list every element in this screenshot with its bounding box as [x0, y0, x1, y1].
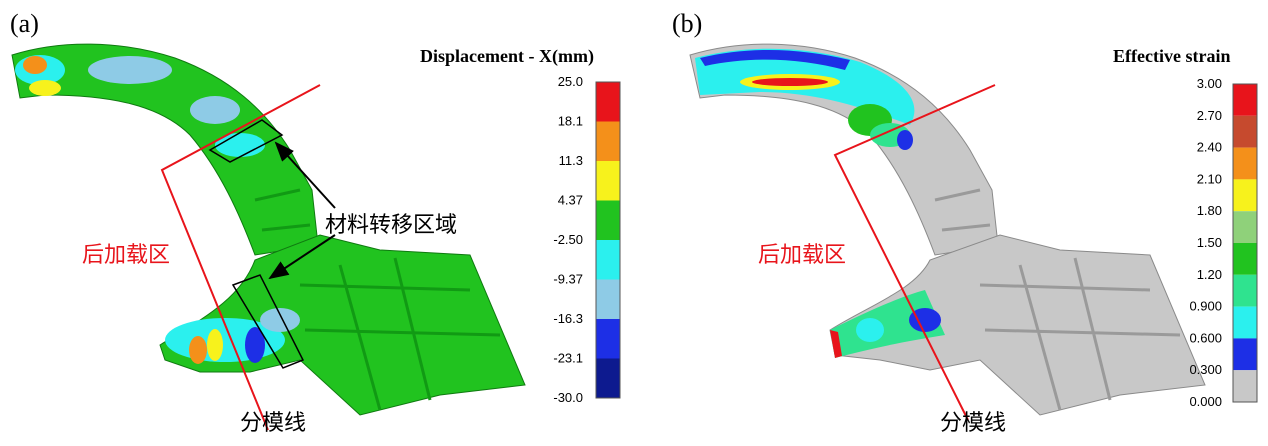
colorbar-tick-label: 4.37	[558, 193, 583, 208]
colorbar-tick-label: 11.3	[559, 153, 583, 168]
colorbar-swatch	[1233, 115, 1257, 148]
colorbar-frame	[1232, 83, 1258, 403]
colorbar-swatch	[1233, 84, 1257, 116]
colorbar-tick-label: -23.1	[553, 351, 583, 366]
panel-a-parting-label: 分模线	[240, 411, 306, 436]
panel-b-parting-line	[833, 84, 996, 421]
colorbar-tick-label: 1.80	[1197, 203, 1222, 218]
panel-a-parting-line	[160, 84, 321, 431]
panel-a: (a)	[10, 9, 621, 436]
colorbar-tick-label: -9.37	[553, 272, 583, 287]
panel-a-colorbar: 25.0 18.1 11.3 4.37 -2.50 -9.37 -16.3 -23.1 -30.…	[553, 74, 621, 405]
panel-a-arrow-lower	[268, 234, 336, 280]
colorbar-swatch	[1233, 338, 1257, 371]
colorbar-tick-label: 25.0	[558, 74, 583, 89]
panel-a-label: (a)	[10, 9, 39, 38]
panel-b-platform	[829, 234, 1206, 416]
contour-patch	[700, 49, 850, 70]
colorbar-tick-label: 2.70	[1197, 108, 1222, 123]
panel-a-transfer-box-upper	[208, 119, 284, 163]
panel-a-ribs	[254, 188, 501, 411]
panel-b-arch	[689, 43, 999, 256]
colorbar-tick-label: 2.40	[1197, 140, 1222, 155]
colorbar-swatch	[596, 200, 620, 240]
colorbar-tick-label: 18.1	[558, 114, 583, 129]
panel-a-colorbar-title: Displacement - X(mm)	[420, 46, 594, 67]
colorbar-tick-label: 0.600	[1189, 330, 1222, 345]
panel-a-arrow-upper	[274, 141, 336, 209]
contour-patch	[830, 330, 842, 358]
colorbar-tick-label: 0.900	[1189, 299, 1222, 314]
colorbar-swatch	[596, 358, 620, 398]
colorbar-swatch	[1233, 243, 1257, 275]
colorbar-swatch	[1233, 211, 1257, 243]
colorbar-tick-label: -2.50	[553, 232, 583, 247]
colorbar-swatch	[596, 279, 620, 319]
colorbar-tick-label: 1.20	[1197, 267, 1222, 282]
panel-b-zone-label: 后加载区	[758, 243, 846, 268]
contour-patch	[897, 130, 913, 150]
colorbar-swatch	[1233, 370, 1257, 402]
panel-a-transfer-label: 材料转移区域	[325, 213, 457, 238]
contour-patch	[245, 327, 265, 363]
panel-a-zone-label: 后加载区	[82, 243, 170, 268]
colorbar-tick-label: 0.000	[1189, 394, 1222, 409]
contour-patch	[260, 308, 300, 332]
colorbar-swatch	[1233, 306, 1257, 339]
colorbar-swatch	[596, 319, 620, 359]
colorbar-tick-label: -30.0	[553, 390, 583, 405]
colorbar-tick-label: 3.00	[1197, 76, 1222, 91]
panel-b: (b) 后加载区 分模线 Effective strain 3.00 2.70 2.…	[672, 9, 1258, 436]
contour-patch	[88, 56, 172, 84]
colorbar-swatch	[596, 121, 620, 161]
panel-a-part	[11, 43, 526, 416]
colorbar-swatch	[596, 240, 620, 280]
contour-patch	[909, 308, 941, 332]
colorbar-tick-label: -16.3	[553, 311, 583, 326]
contour-patch	[23, 56, 47, 74]
contour-patch	[207, 329, 223, 361]
panel-b-part	[689, 43, 1206, 416]
colorbar-frame	[595, 81, 621, 399]
contour-patch	[856, 318, 884, 342]
panel-a-transfer-box-lower	[231, 274, 305, 369]
panel-b-ribs	[934, 188, 1181, 411]
colorbar-tick-label: 2.10	[1197, 171, 1222, 186]
panel-b-parting-label: 分模线	[940, 411, 1006, 436]
panel-b-label: (b)	[672, 9, 702, 38]
panel-b-colorbar: 3.00 2.70 2.40 2.10 1.80 1.50 1.20 0.900 0.600 0.…	[1189, 76, 1258, 409]
contour-patch	[189, 336, 207, 364]
colorbar-swatch	[1233, 274, 1257, 307]
contour-patch	[29, 80, 61, 96]
colorbar-swatch	[596, 82, 620, 122]
colorbar-swatch	[1233, 147, 1257, 180]
colorbar-swatch	[596, 161, 620, 201]
panel-b-colorbar-title: Effective strain	[1113, 46, 1230, 66]
contour-patch	[190, 96, 240, 124]
colorbar-tick-label: 0.300	[1189, 362, 1222, 377]
contour-patch	[752, 78, 828, 86]
colorbar-swatch	[1233, 179, 1257, 212]
colorbar-tick-label: 1.50	[1197, 235, 1222, 250]
contour-patch	[830, 290, 945, 358]
